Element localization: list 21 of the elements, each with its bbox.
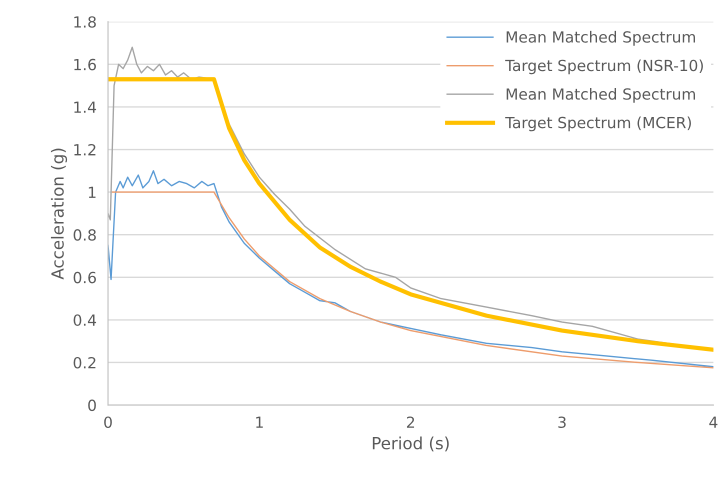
y-tick-label: 1.6: [74, 58, 96, 70]
y-tick-label: 0.2: [74, 356, 96, 369]
y-tick-label: 0: [88, 400, 96, 412]
y-tick-label: 1: [88, 186, 96, 198]
x-axis-title: Period (s): [372, 436, 449, 452]
y-tick-label: 0.4: [74, 314, 96, 326]
legend-label: Target Spectrum (MCER): [505, 116, 691, 132]
x-tick-label: 4: [709, 416, 718, 428]
y-tick-label: 1.8: [74, 16, 96, 28]
y-axis-title: Acceleration (g): [50, 148, 68, 280]
x-tick-label: 0: [104, 416, 112, 428]
y-tick-label: 0.8: [74, 229, 96, 241]
legend-label: Mean Matched Spectrum: [506, 30, 695, 46]
x-tick-label: 1: [256, 416, 263, 428]
x-tick-label: 3: [558, 416, 566, 428]
y-tick-label: 0.6: [74, 272, 96, 284]
y-tick-label: 1.2: [74, 144, 96, 156]
legend-label: Target Spectrum (NSR-10): [505, 59, 703, 74]
y-tick-label: 1.4: [74, 102, 96, 113]
legend-label: Mean Matched Spectrum: [506, 88, 695, 103]
x-tick-label: 2: [406, 416, 414, 428]
